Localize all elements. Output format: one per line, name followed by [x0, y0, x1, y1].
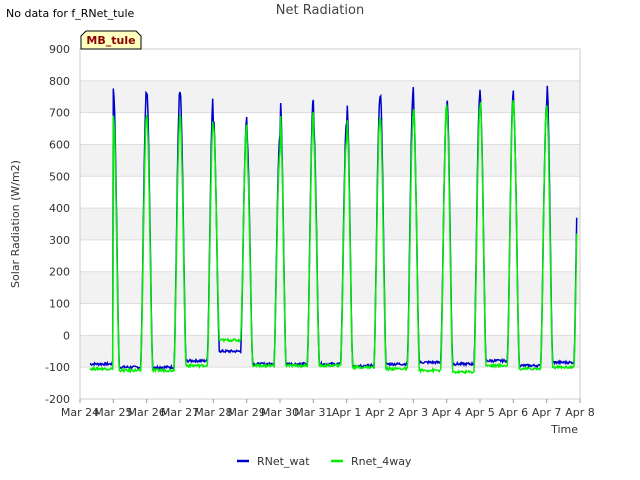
series-line-Rnet_4way	[89, 99, 578, 375]
y-tick-label: 600	[49, 138, 70, 151]
band-3	[80, 271, 580, 304]
x-tick-label: Mar 30	[261, 406, 299, 419]
x-tick-label: Mar 25	[94, 406, 132, 419]
x-tick-label: Apr 8	[565, 406, 595, 419]
chart-title: Net Radiation	[275, 3, 365, 18]
band-9	[80, 80, 580, 113]
band-1	[80, 335, 580, 368]
series-lines	[89, 85, 578, 375]
y-tick-label: -100	[45, 361, 70, 374]
y-tick-label: 100	[49, 298, 70, 311]
x-tick-label: Mar 29	[228, 406, 266, 419]
background-bands	[80, 80, 580, 368]
legend-label-Rnet_4way: Rnet_4way	[351, 455, 412, 468]
x-tick-label: Apr 5	[465, 406, 495, 419]
y-tick-label: 400	[49, 202, 70, 215]
x-tick-label: Apr 2	[365, 406, 395, 419]
x-tick-label: Apr 4	[432, 406, 462, 419]
station-badge-shape	[80, 30, 142, 50]
no-data-notice: No data for f_RNet_tule	[6, 7, 135, 20]
x-axis-label: Time	[550, 423, 578, 436]
x-tick-label: Mar 26	[128, 406, 166, 419]
station-badge-label: MB_tule	[86, 34, 135, 47]
x-tick-label: Mar 31	[294, 406, 332, 419]
y-axis-label: Solar Radiation (W/m2)	[9, 160, 22, 288]
y-tick-label: 200	[49, 266, 70, 279]
x-tick-label: Mar 24	[61, 406, 99, 419]
x-tick-label: Apr 7	[532, 406, 562, 419]
legend-label-RNet_wat: RNet_wat	[257, 455, 310, 468]
x-tick-label: Apr 6	[499, 406, 529, 419]
y-tick-label: 500	[49, 170, 70, 183]
y-tick-label: 800	[49, 75, 70, 88]
x-tick-label: Apr 1	[332, 406, 362, 419]
band-5	[80, 208, 580, 240]
station-badge: MB_tule	[80, 30, 142, 50]
y-tick-label: 700	[49, 107, 70, 120]
y-tick-label: 0	[63, 329, 70, 342]
y-tick-label: 900	[49, 43, 70, 56]
y-axis-ticks: -200 -100 0 100 200 300 400 500 600 700 800 900	[45, 43, 70, 406]
y-tick-label: 300	[49, 234, 70, 247]
x-tick-label: Mar 28	[194, 406, 232, 419]
y-tick-label: -200	[45, 393, 70, 406]
x-tick-label: Mar 27	[161, 406, 199, 419]
legend: RNet_wat Rnet_4way	[237, 455, 412, 468]
series-line-RNet_wat	[89, 85, 578, 371]
plot-area	[79, 48, 581, 400]
band-7	[80, 144, 580, 177]
x-tick-label: Apr 3	[399, 406, 429, 419]
